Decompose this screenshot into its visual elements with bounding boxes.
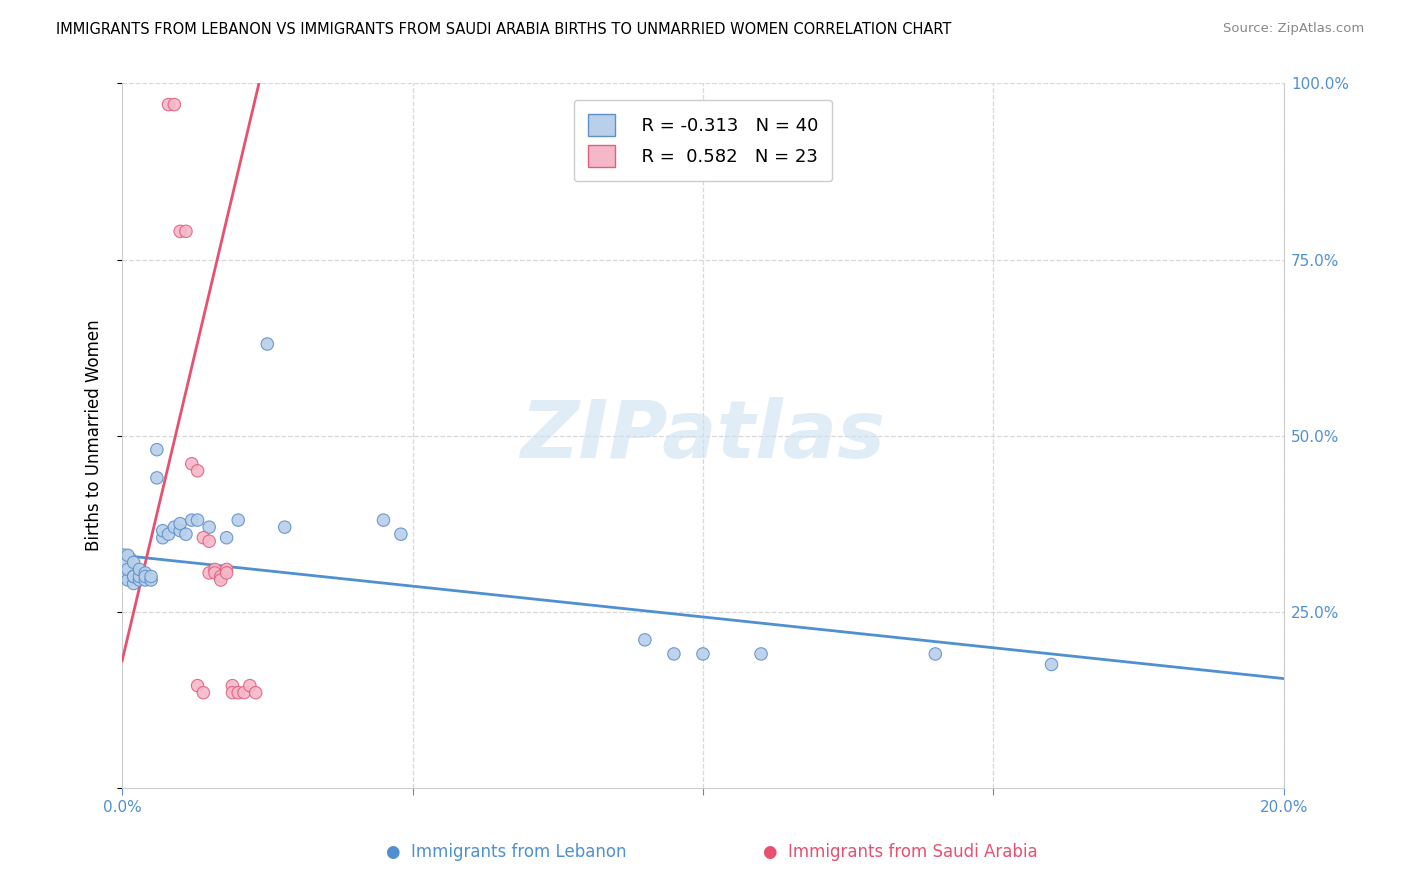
Point [157,527,180,541]
Point [204,562,226,576]
Point [1040,657,1063,672]
Point [221,686,243,700]
Point [749,647,772,661]
Point [117,573,139,587]
Point [692,647,714,661]
Point [273,520,295,534]
Point [117,549,139,563]
Point [389,527,412,541]
Point [122,569,145,583]
Point [134,569,156,583]
Point [204,566,226,580]
Point [198,520,221,534]
Point [245,686,267,700]
Point [226,513,249,527]
Point [233,686,256,700]
Text: ZIPatlas: ZIPatlas [520,397,886,475]
Point [128,573,150,587]
Text: ●  Immigrants from Saudi Arabia: ● Immigrants from Saudi Arabia [762,843,1038,861]
Point [128,569,150,583]
Point [662,647,685,661]
Point [924,647,946,661]
Point [163,520,186,534]
Point [215,531,238,545]
Point [169,224,191,238]
Point [193,531,215,545]
Point [634,632,657,647]
Point [187,464,209,478]
Point [169,524,191,538]
Point [146,471,169,485]
Point [373,513,395,527]
Point [221,679,243,693]
Point [117,562,139,576]
Text: ●  Immigrants from Lebanon: ● Immigrants from Lebanon [385,843,627,861]
Point [215,562,238,576]
Point [180,513,202,527]
Point [122,555,145,569]
Point [226,686,249,700]
Point [209,573,232,587]
Legend:   R = -0.313   N = 40,   R =  0.582   N = 23: R = -0.313 N = 40, R = 0.582 N = 23 [574,100,832,181]
Point [134,566,156,580]
Point [174,224,197,238]
Text: Source: ZipAtlas.com: Source: ZipAtlas.com [1223,22,1364,36]
Point [157,97,180,112]
Point [122,576,145,591]
Point [198,566,221,580]
Point [169,516,191,531]
Point [122,569,145,583]
Point [134,573,156,587]
Point [111,558,134,573]
Text: IMMIGRANTS FROM LEBANON VS IMMIGRANTS FROM SAUDI ARABIA BIRTHS TO UNMARRIED WOME: IMMIGRANTS FROM LEBANON VS IMMIGRANTS FR… [56,22,952,37]
Point [146,442,169,457]
Point [209,569,232,583]
Point [239,679,262,693]
Point [256,337,278,351]
Point [174,527,197,541]
Point [198,534,221,549]
Point [187,513,209,527]
Point [152,531,174,545]
Point [163,97,186,112]
Point [187,679,209,693]
Point [193,686,215,700]
Point [139,573,162,587]
Point [139,569,162,583]
Point [152,524,174,538]
Y-axis label: Births to Unmarried Women: Births to Unmarried Women [86,320,103,551]
Point [128,562,150,576]
Point [180,457,202,471]
Point [215,566,238,580]
